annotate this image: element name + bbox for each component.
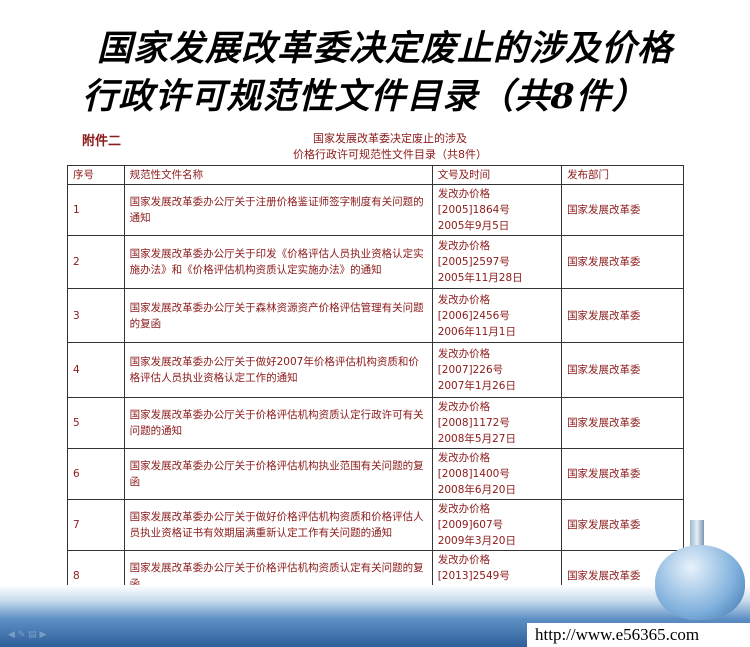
document-name: 国家发展改革委办公厅关于做好2007年价格评估机构资质和价格评估人员执业资格认定… — [123, 342, 433, 398]
documents-table: 序号 规范性文件名称 文号及时间 发布部门 1 国家发展改革委办公厅关于注册价格鉴… — [67, 165, 684, 602]
issuing-dept: 国家发展改革委 — [561, 184, 684, 236]
attachment-label: 附件二 — [82, 134, 122, 149]
table-header-row: 序号 规范性文件名称 文号及时间 发布部门 — [67, 165, 684, 185]
document-number-date: 发改办价格 [2008]1400号 2008年6月20日 — [431, 448, 563, 500]
doc-number: [2007]226号 — [437, 364, 504, 376]
issuing-dept: 国家发展改革委 — [561, 235, 684, 289]
doc-number: [2008]1400号 — [437, 468, 510, 480]
table-row: 7 国家发展改革委办公厅关于做好价格评估机构资质和价格评估人员执业资格证书有效期届… — [67, 499, 684, 551]
row-number: 4 — [67, 342, 125, 398]
issuing-dept: 国家发展改革委 — [561, 448, 684, 500]
doc-prefix: 发改办价格 — [437, 188, 491, 200]
table-row: 4 国家发展改革委办公厅关于做好2007年价格评估机构资质和价格评估人员执业资格认… — [67, 342, 684, 398]
globe-decoration — [655, 545, 745, 620]
row-number: 5 — [67, 397, 125, 449]
doc-prefix: 发改办价格 — [437, 348, 491, 360]
doc-date: 2005年11月28日 — [437, 272, 523, 284]
slide-title-line1: 国家发展改革委决定废止的涉及价格 — [96, 28, 673, 69]
document-name: 国家发展改革委办公厅关于森林资源资产价格评估管理有关问题的复函 — [123, 288, 433, 343]
doc-number: [2006]2456号 — [437, 309, 510, 322]
row-number: 3 — [67, 288, 125, 343]
doc-number: [2013]2549号 — [437, 570, 510, 582]
doc-prefix: 发改办价格 — [437, 554, 491, 566]
header-doc: 文号及时间 — [431, 165, 563, 185]
document-name: 国家发展改革委办公厅关于价格评估机构执业范围有关问题的复函 — [123, 448, 433, 500]
website-url: http://www.e56365.com — [527, 623, 750, 647]
doc-prefix: 发改办价格 — [437, 503, 491, 515]
document-number-date: 发改办价格 [2005]1864号 2005年9月5日 — [431, 184, 563, 236]
doc-number: [2005]2597号 — [437, 256, 510, 268]
doc-date: 2007年1月26日 — [437, 380, 516, 392]
doc-prefix: 发改办价格 — [437, 452, 491, 464]
issuing-dept: 国家发展改革委 — [561, 397, 684, 449]
doc-date: 2009年3月20日 — [437, 535, 516, 547]
issuing-dept: 国家发展改革委 — [561, 288, 684, 343]
doc-date: 2008年5月27日 — [437, 433, 516, 445]
doc-title-line1: 国家发展改革委决定废止的涉及 — [313, 132, 467, 145]
doc-prefix: 发改办价格 — [437, 401, 491, 413]
table-row: 2 国家发展改革委办公厅关于印发《价格评估人员执业资格认定实施办法》和《价格评估机… — [67, 235, 684, 289]
doc-title-line2: 价格行政许可规范性文件目录（共8件） — [293, 148, 487, 161]
table-row: 1 国家发展改革委办公厅关于注册价格鉴证师签字制度有关问题的通知 发改办价格 [200… — [67, 184, 684, 236]
table-row: 5 国家发展改革委办公厅关于价格评估机构资质认定行政许可有关问题的通知 发改办价格 [… — [67, 397, 684, 449]
slide-nav-icons[interactable]: ◀ ✎ ▤ ▶ — [8, 630, 47, 640]
doc-number: [2005]1864号 — [437, 204, 510, 216]
doc-number: [2008]1172号 — [437, 417, 510, 429]
doc-prefix: 发改办价格 — [437, 240, 491, 252]
doc-date: 2005年9月5日 — [437, 220, 510, 232]
document-number-date: 发改办价格 [2007]226号 2007年1月26日 — [431, 342, 563, 398]
table-row: 3 国家发展改革委办公厅关于森林资源资产价格评估管理有关问题的复函 发改办价格 [20… — [67, 288, 684, 343]
issuing-dept: 国家发展改革委 — [561, 342, 684, 398]
header-no: 序号 — [67, 165, 125, 185]
document-name: 国家发展改革委办公厅关于价格评估机构资质认定行政许可有关问题的通知 — [123, 397, 433, 449]
issuing-dept: 国家发展改革委 — [561, 499, 684, 551]
document-number-date: 发改办价格 [2008]1172号 2008年5月27日 — [431, 397, 563, 449]
row-number: 7 — [67, 499, 125, 551]
slide-title-line2: 行政许可规范性文件目录（共8件） — [82, 76, 648, 117]
row-number: 1 — [67, 184, 125, 236]
document-name: 国家发展改革委办公厅关于做好价格评估机构资质和价格评估人员执业资格证书有效期届满… — [123, 499, 433, 551]
table-row: 6 国家发展改革委办公厅关于价格评估机构执业范围有关问题的复函 发改办价格 [2008… — [67, 448, 684, 500]
document-number-date: 发改办价格 [2006]2456号 2006年11月1日 — [431, 288, 563, 343]
document-name: 国家发展改革委办公厅关于印发《价格评估人员执业资格认定实施办法》和《价格评估机构… — [123, 235, 433, 289]
document-number-date: 发改办价格 [2005]2597号 2005年11月28日 — [431, 235, 563, 289]
row-number: 6 — [67, 448, 125, 500]
header-dept: 发布部门 — [561, 165, 684, 185]
doc-date: 2006年11月1日 — [437, 325, 516, 338]
doc-number: [2009]607号 — [437, 519, 504, 531]
doc-date: 2008年6月20日 — [437, 484, 516, 496]
doc-prefix: 发改办价格 — [437, 293, 491, 306]
document-name: 国家发展改革委办公厅关于注册价格鉴证师签字制度有关问题的通知 — [123, 184, 433, 236]
document-number-date: 发改办价格 [2009]607号 2009年3月20日 — [431, 499, 563, 551]
row-number: 2 — [67, 235, 125, 289]
header-name: 规范性文件名称 — [123, 165, 433, 185]
